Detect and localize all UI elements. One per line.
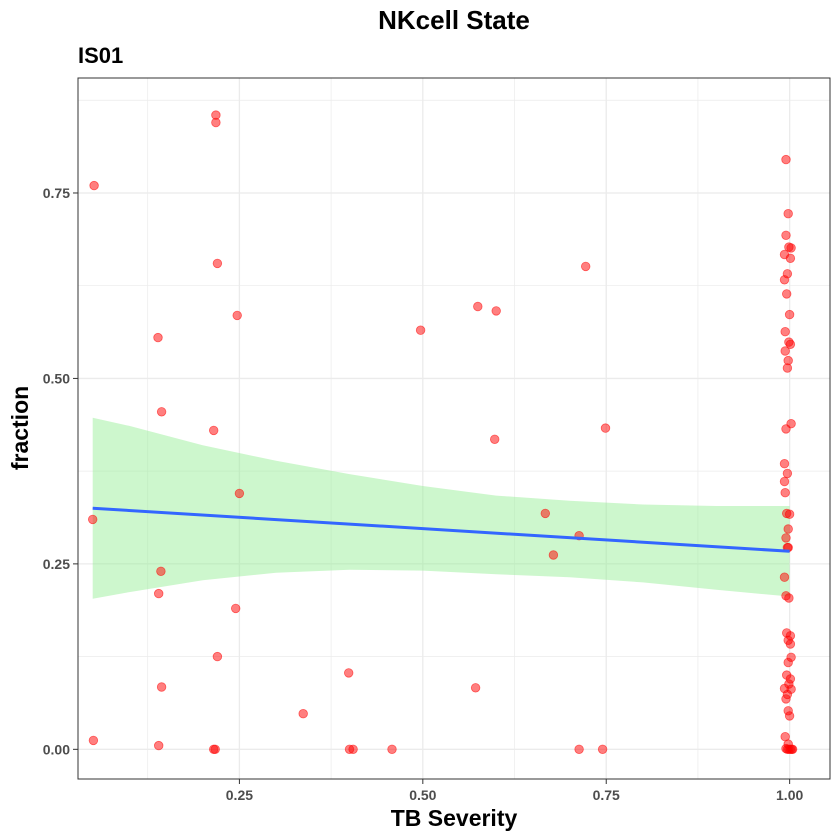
y-tick-label: 0.75 <box>43 185 70 201</box>
y-tick-label: 0.50 <box>43 370 70 386</box>
data-point <box>208 425 219 436</box>
data-point <box>88 735 99 746</box>
data-point <box>781 154 791 165</box>
y-axis-label: fraction <box>7 386 33 470</box>
data-point <box>597 744 608 755</box>
chart-title: NKcell State <box>378 5 530 35</box>
y-tick-label: 0.00 <box>43 741 70 757</box>
data-point <box>780 327 790 337</box>
data-point <box>779 476 790 487</box>
plot-border <box>77 77 831 780</box>
data-point <box>781 694 791 704</box>
data-point <box>783 208 793 219</box>
data-point <box>415 325 426 335</box>
data-point <box>153 588 164 599</box>
data-point <box>210 744 220 755</box>
x-tick-label: 0.25 <box>226 787 253 803</box>
x-tick-label: 0.75 <box>593 787 620 803</box>
confidence-band <box>92 417 790 599</box>
data-point <box>785 639 796 649</box>
data-point <box>212 651 223 662</box>
data-point <box>779 572 790 582</box>
data-point <box>473 301 483 312</box>
data-point <box>212 258 223 269</box>
data-point <box>491 306 501 316</box>
y-tick-label: 0.25 <box>43 556 70 572</box>
data-point <box>780 346 790 356</box>
data-point <box>153 332 163 343</box>
data-points-layer <box>87 110 798 755</box>
data-point <box>153 740 164 751</box>
data-point <box>156 682 167 692</box>
data-point <box>782 289 792 299</box>
data-point <box>234 488 245 499</box>
trend-line-layer <box>92 506 790 553</box>
data-point <box>348 744 358 755</box>
plot-panel <box>78 78 830 779</box>
data-point <box>211 117 221 128</box>
x-axis-label: TB Severity <box>391 805 518 831</box>
y-axis-ticks: 0.00 0.25 0.50 0.75 <box>43 185 78 757</box>
data-point <box>784 593 794 603</box>
x-axis-ticks: 0.25 0.50 0.75 1.00 <box>226 779 803 803</box>
data-point <box>783 657 793 668</box>
data-point <box>781 230 791 241</box>
data-point <box>470 683 481 693</box>
data-point <box>87 514 98 525</box>
data-point <box>781 424 791 434</box>
confidence-band-layer <box>92 417 790 599</box>
data-point <box>779 459 790 469</box>
data-point <box>782 363 793 373</box>
data-point <box>779 275 790 285</box>
data-point <box>784 711 795 721</box>
data-point <box>783 524 793 534</box>
data-point <box>156 566 166 577</box>
data-point <box>787 744 798 755</box>
data-point <box>785 339 796 350</box>
data-point <box>490 434 500 445</box>
data-point <box>232 310 242 321</box>
grid-lines <box>78 78 830 779</box>
x-tick-label: 0.50 <box>409 787 436 803</box>
data-point <box>782 468 793 479</box>
data-point <box>785 253 796 263</box>
trend-line <box>92 506 790 553</box>
data-point <box>344 668 354 678</box>
data-point <box>784 509 795 519</box>
data-point <box>781 533 791 543</box>
data-point <box>298 709 308 719</box>
x-tick-label: 1.00 <box>776 787 803 803</box>
data-point <box>387 744 397 755</box>
plot-area <box>77 77 831 780</box>
data-point <box>600 423 611 433</box>
data-point <box>574 744 584 755</box>
data-point <box>540 508 551 519</box>
data-point <box>581 261 591 272</box>
data-point <box>548 550 559 560</box>
data-point <box>784 242 794 252</box>
chart-subtitle: IS01 <box>78 43 123 68</box>
data-point <box>780 488 790 498</box>
data-point <box>230 603 241 614</box>
data-point <box>89 180 99 191</box>
data-point <box>156 407 167 417</box>
data-point <box>784 309 795 320</box>
